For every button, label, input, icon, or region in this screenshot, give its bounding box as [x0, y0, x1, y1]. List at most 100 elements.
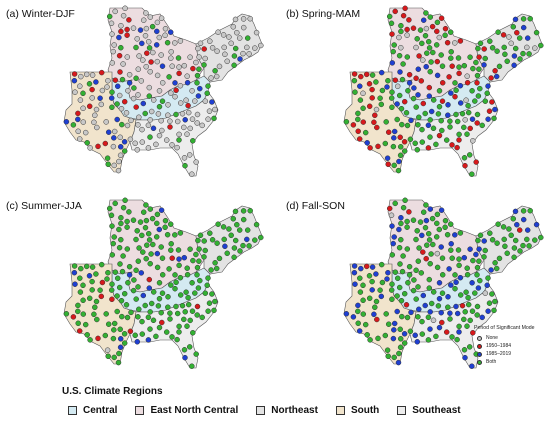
station-both [470, 65, 476, 72]
station-none [111, 162, 117, 169]
station-both [369, 72, 376, 78]
station-both [462, 309, 468, 315]
station-both [532, 237, 538, 243]
station-both [231, 62, 237, 69]
station-none [122, 5, 128, 12]
station-both [244, 227, 251, 233]
station-none [120, 12, 127, 19]
station-both [428, 59, 434, 65]
station-both [477, 232, 484, 239]
station-both [135, 284, 141, 290]
region-legend-label: Northeast [271, 405, 318, 416]
station-both [469, 171, 475, 177]
station-none [508, 40, 514, 47]
station-none [143, 25, 150, 32]
station-both [360, 105, 366, 112]
station-both [426, 237, 433, 243]
station-both [189, 363, 195, 369]
station-1985-2019 [467, 246, 473, 252]
station-both [209, 291, 215, 297]
station-both [176, 329, 182, 335]
station-both [538, 42, 544, 49]
station-both [414, 36, 420, 42]
station-both [442, 32, 448, 39]
station-both [382, 332, 389, 339]
station-both [516, 35, 523, 41]
station-both [489, 237, 496, 243]
station-1950-1984 [439, 319, 445, 326]
station-both [389, 252, 396, 258]
station-both [204, 282, 210, 289]
station-both [399, 268, 406, 275]
station-1985-2019 [146, 285, 153, 291]
station-none [147, 117, 153, 123]
station-1985-2019 [415, 92, 421, 98]
station-none [154, 58, 161, 65]
station-none [253, 29, 260, 36]
station-both [434, 19, 441, 26]
station-none [111, 128, 118, 135]
station-both [474, 272, 480, 278]
region-legend-item-south: South [335, 405, 379, 416]
station-both [234, 221, 240, 228]
station-1950-1984 [400, 12, 407, 19]
station-both [86, 81, 93, 87]
station-1985-2019 [181, 254, 188, 261]
station-1950-1984 [457, 38, 464, 44]
station-1985-2019 [427, 206, 434, 212]
station-1985-2019 [182, 354, 188, 361]
station-both [412, 140, 418, 147]
station-none [124, 54, 131, 60]
station-none [154, 72, 161, 79]
station-both [105, 269, 111, 276]
station-both [396, 244, 403, 251]
station-1985-2019 [154, 250, 161, 257]
station-both [212, 260, 218, 266]
station-both [146, 93, 153, 99]
station-both [413, 296, 419, 302]
station-both [174, 336, 180, 343]
station-1985-2019 [423, 217, 430, 224]
region-legend-label: Central [83, 405, 118, 416]
station-both [145, 314, 152, 321]
station-both [427, 117, 433, 123]
station-both [400, 61, 406, 67]
station-1985-2019 [158, 207, 165, 213]
central-swatch [68, 406, 77, 415]
station-both [194, 72, 201, 79]
station-both [78, 265, 84, 272]
station-both [150, 317, 157, 324]
station-none [145, 122, 152, 129]
station-both [75, 308, 81, 315]
station-1950-1984 [372, 112, 378, 119]
station-both [135, 258, 142, 264]
station-both [118, 220, 124, 227]
station-both [461, 155, 468, 161]
station-none [240, 24, 247, 31]
station-both [208, 267, 214, 273]
station-1985-2019 [395, 359, 402, 366]
station-both [142, 224, 149, 231]
station-1985-2019 [176, 256, 182, 262]
station-both [212, 68, 218, 74]
station-both [423, 10, 429, 16]
station-none [220, 32, 227, 38]
station-both [109, 104, 115, 111]
station-1985-2019 [438, 309, 444, 316]
station-1950-1984 [127, 328, 134, 335]
station-1985-2019 [114, 83, 121, 90]
station-both [182, 309, 188, 315]
station-none [222, 51, 228, 58]
station-none [184, 131, 190, 137]
station-1985-2019 [492, 106, 498, 113]
station-1985-2019 [445, 102, 451, 108]
region-legend-item-central: Central [68, 405, 117, 416]
station-both [146, 45, 153, 51]
station-both [355, 308, 361, 315]
station-both [434, 211, 441, 218]
station-both [394, 116, 400, 123]
station-none [206, 108, 213, 114]
station-both [357, 275, 363, 281]
station-both [524, 236, 530, 243]
station-1950-1984 [434, 58, 441, 65]
